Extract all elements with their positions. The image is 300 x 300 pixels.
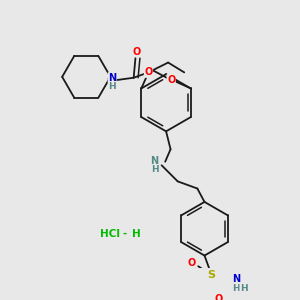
Text: N: N [150, 156, 158, 166]
Text: O: O [132, 47, 140, 57]
Text: H: H [240, 284, 247, 293]
Text: H: H [132, 229, 141, 239]
Text: HCl: HCl [100, 229, 120, 239]
Text: N: N [232, 274, 240, 284]
Text: S: S [208, 270, 216, 280]
Text: O: O [144, 68, 153, 77]
Text: H: H [232, 284, 240, 293]
Text: H: H [108, 82, 116, 91]
Text: -: - [123, 229, 127, 239]
Text: O: O [215, 294, 223, 300]
Text: N: N [108, 73, 116, 83]
Text: H: H [151, 165, 158, 174]
Text: O: O [167, 74, 175, 85]
Text: O: O [188, 258, 196, 268]
